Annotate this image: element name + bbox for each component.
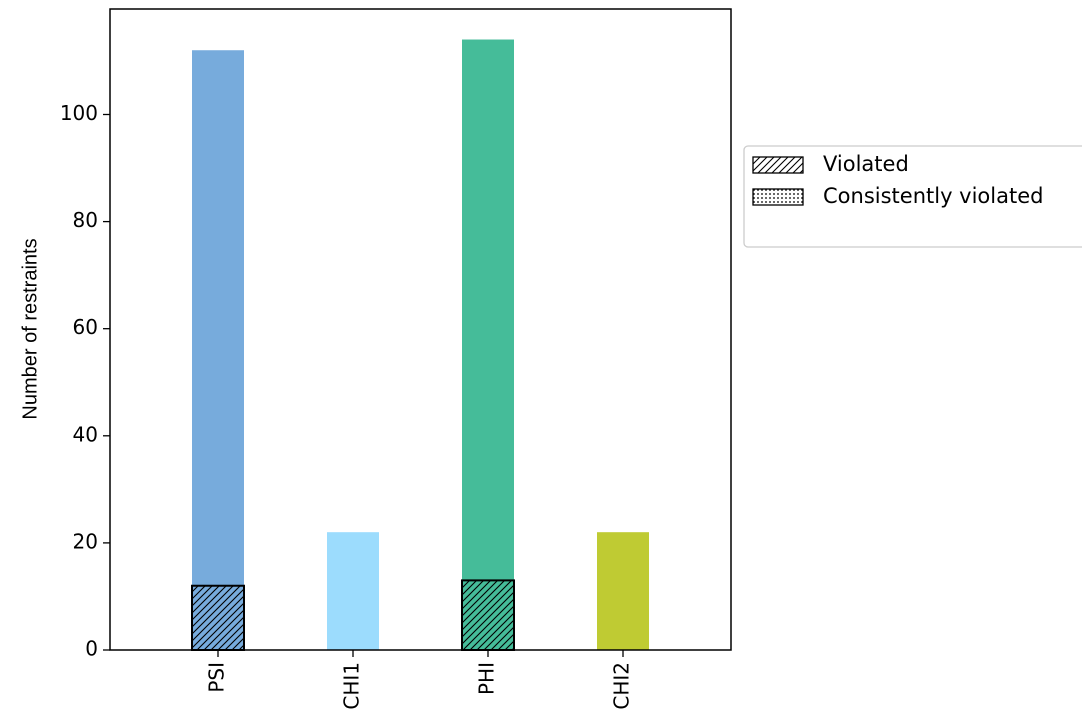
y-tick-label: 0 (85, 637, 98, 661)
violated-bars-layer (191, 579, 515, 651)
x-tick-label-psi: PSI (205, 662, 229, 693)
bars-layer (192, 39, 649, 651)
y-tick-label: 40 (73, 422, 98, 446)
x-tick-label-phi: PHI (475, 662, 499, 695)
y-axis-label: Number of restraints (19, 238, 41, 419)
y-axis: 0 20 40 60 80 100 (60, 101, 110, 661)
legend-swatch-consistently-violated (752, 188, 804, 206)
plot-frame (109, 8, 732, 651)
bar-chi2 (597, 532, 649, 650)
legend-frame (743, 145, 1082, 248)
legend: Violated Consistently violated (743, 145, 1082, 248)
bar-chi1 (327, 532, 379, 650)
x-tick-label-chi1: CHI1 (340, 662, 364, 710)
violated-bar-psi (191, 584, 245, 651)
legend-swatch-violated (752, 156, 804, 174)
legend-label-violated: Violated (823, 152, 909, 176)
y-tick-label: 60 (73, 315, 98, 339)
x-axis: PSI CHI1 PHI CHI2 (205, 650, 634, 710)
y-tick-label: 20 (73, 529, 98, 553)
y-tick-label: 100 (60, 101, 98, 125)
x-tick-label-chi2: CHI2 (610, 662, 634, 710)
bar-psi (192, 50, 244, 651)
y-tick-label: 80 (73, 208, 98, 232)
bar-phi (462, 39, 514, 651)
violated-bar-phi (461, 579, 515, 651)
legend-label-consistently-violated: Consistently violated (823, 184, 1043, 208)
